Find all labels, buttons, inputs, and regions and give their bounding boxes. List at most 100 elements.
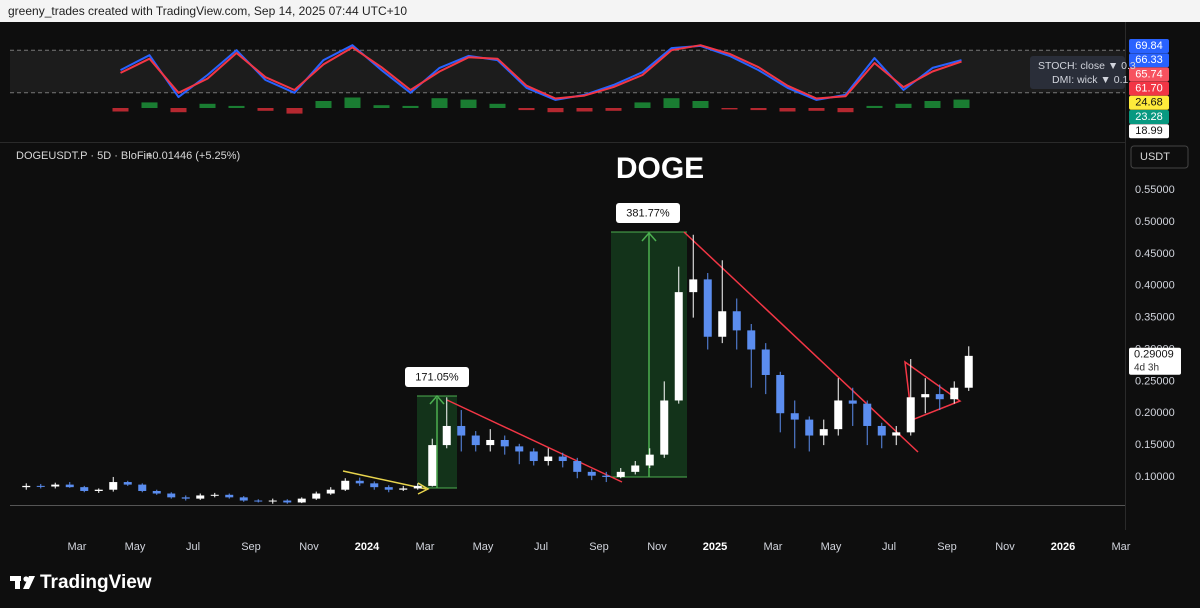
- candle-body: [312, 493, 321, 499]
- histogram-bar: [692, 101, 709, 108]
- candle-body: [587, 471, 596, 476]
- annotation: 171.05%: [415, 371, 459, 383]
- histogram-bar: [141, 102, 158, 108]
- x-tick-label: Sep: [589, 541, 609, 553]
- histogram-bar: [576, 108, 593, 112]
- candle-body: [892, 432, 901, 436]
- candle-body: [109, 482, 118, 490]
- x-tick-label: May: [821, 541, 842, 553]
- candle-body: [674, 292, 683, 401]
- candle-body: [689, 279, 698, 293]
- trend-line: [683, 231, 919, 453]
- last-price-box: [1129, 347, 1181, 375]
- countdown: 4d 3h: [1134, 362, 1159, 373]
- y-tick-label: 0.50000: [1135, 216, 1175, 228]
- histogram-bar: [924, 101, 941, 108]
- x-tick-label: 2024: [355, 541, 380, 553]
- currency-button[interactable]: [1130, 145, 1189, 169]
- axes: 0.100000.150000.200000.250000.300000.350…: [68, 184, 1181, 553]
- candle-body: [225, 494, 234, 498]
- candle-body: [616, 471, 625, 477]
- candle-body: [326, 489, 335, 494]
- stoch-line: [120, 44, 962, 100]
- currency[interactable]: USDT: [1140, 151, 1170, 163]
- candle-body: [500, 439, 509, 447]
- candle-body: [805, 419, 814, 436]
- x-tick-label: Jul: [186, 541, 200, 553]
- candle-body: [123, 482, 132, 485]
- brand-logo: [10, 576, 35, 589]
- oscillator: 69.84 66.33 65.74 61.70 24.68 23.28 18.99: [10, 39, 1169, 139]
- histogram-bar: [808, 108, 825, 111]
- candle-body: [529, 451, 538, 462]
- histogram-bar: [866, 105, 883, 108]
- candle-body: [819, 429, 828, 436]
- histogram-bar: [286, 108, 303, 114]
- arrow-head: [641, 231, 657, 242]
- x-tick-label: May: [473, 541, 494, 553]
- candle-body: [645, 454, 654, 466]
- candle-body: [51, 484, 60, 487]
- candle-body: [732, 311, 741, 331]
- candle-body: [22, 485, 31, 488]
- last-value-box: [1129, 81, 1169, 96]
- last-value-box: [1129, 67, 1169, 82]
- candle-body: [94, 489, 103, 491]
- histogram-bar: [257, 108, 274, 111]
- histogram-bar: [663, 98, 680, 108]
- annotation: 381.77%: [626, 207, 670, 219]
- candle-body: [196, 495, 205, 499]
- last-value: 23.28: [1135, 111, 1163, 123]
- candle-body: [863, 403, 872, 426]
- annotation-box: [616, 203, 680, 223]
- last-value: 69.84: [1135, 40, 1163, 52]
- candle-body: [776, 374, 785, 414]
- y-tick-label: 0.20000: [1135, 407, 1175, 419]
- candle-body: [254, 500, 263, 502]
- candle-body: [761, 349, 770, 375]
- histogram-bar: [750, 108, 767, 111]
- candle-body: [486, 439, 495, 446]
- y-tick-label: 0.40000: [1135, 280, 1175, 292]
- x-tick-label: 2025: [703, 541, 727, 553]
- last-value: 24.68: [1135, 97, 1163, 109]
- histogram-bar: [547, 108, 564, 113]
- brand-name: TradingView: [40, 572, 152, 593]
- last-value: 61.70: [1135, 83, 1163, 95]
- header-strip: [0, 0, 1200, 22]
- candle-body: [935, 394, 944, 400]
- candle-body: [848, 400, 857, 404]
- last-value-box: [1129, 39, 1169, 53]
- last-value-box: [1129, 124, 1169, 139]
- triangle-pattern: [904, 360, 962, 422]
- candle-body: [921, 394, 930, 398]
- indicator-legend: [1030, 56, 1125, 89]
- candle-body: [718, 311, 727, 337]
- candle-body: [283, 500, 292, 503]
- histogram-bar: [634, 102, 651, 108]
- candle-body: [341, 480, 350, 490]
- histogram-bar: [779, 108, 796, 112]
- candle-body: [239, 497, 248, 501]
- candle-body: [65, 484, 74, 488]
- candle-body: [877, 425, 886, 436]
- candle-body: [602, 475, 611, 477]
- candle-body: [428, 445, 437, 486]
- last-value-box: [1129, 53, 1169, 68]
- last-value: 65.74: [1135, 68, 1163, 80]
- candle-body: [544, 456, 553, 462]
- candle-body: [399, 488, 408, 490]
- x-tick-label: 2026: [1051, 541, 1075, 553]
- trend-arrow: [342, 470, 427, 490]
- histogram-bar: [518, 108, 535, 111]
- legend-entry: DMI: wick ▼ 0.1: [1052, 74, 1128, 86]
- x-tick-label: Sep: [241, 541, 261, 553]
- x-tick-label: Nov: [995, 541, 1015, 553]
- candle-body: [36, 485, 45, 487]
- candle-body: [834, 400, 843, 430]
- y-tick-label: 0.10000: [1135, 471, 1175, 483]
- x-tick-label: Nov: [299, 541, 319, 553]
- candle-body: [297, 498, 306, 503]
